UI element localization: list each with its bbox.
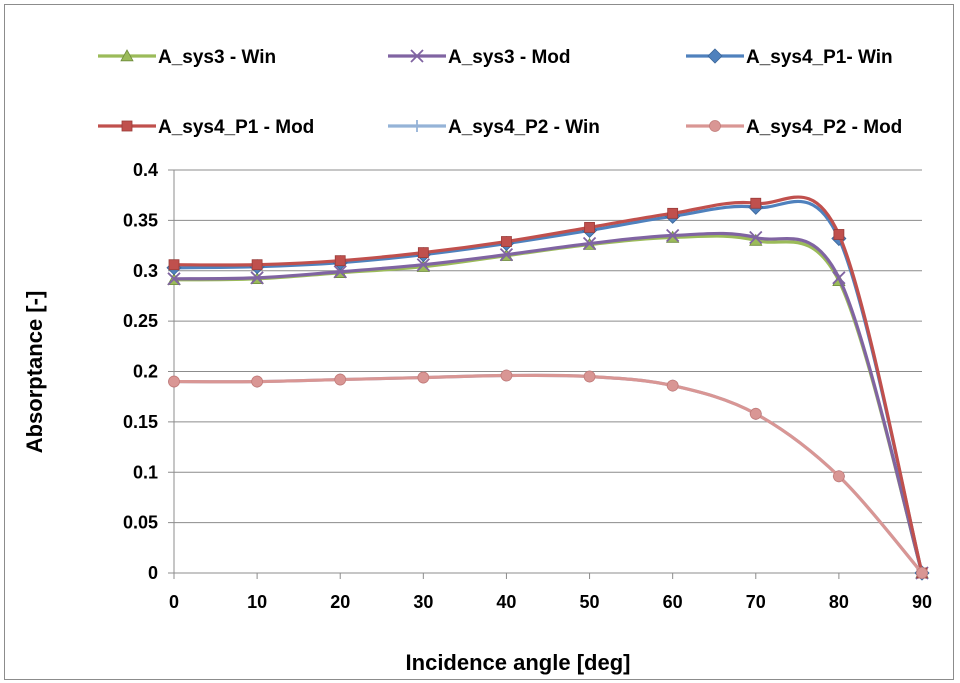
y-tick-label: 0.1 — [133, 462, 158, 482]
legend-item: A_sys4_P2 - Mod — [686, 117, 902, 138]
x-tick-label: 10 — [247, 592, 267, 612]
series-5 — [168, 369, 928, 579]
data-point — [499, 247, 514, 262]
x-tick-label: 60 — [663, 592, 683, 612]
legend-marker — [709, 120, 721, 132]
legend-marker — [411, 120, 423, 132]
legend-label: A_sys4_P2 - Win — [448, 117, 600, 138]
legend-label: A_sys4_P1 - Mod — [158, 117, 314, 138]
y-tick-label: 0.05 — [123, 513, 158, 533]
x-tick-label: 90 — [912, 592, 932, 612]
y-tick-label: 0.4 — [133, 160, 158, 180]
y-tick-label: 0.3 — [133, 261, 158, 281]
series-line — [173, 231, 924, 574]
y-axis-title: Absorptance [-] — [22, 291, 47, 454]
y-tick-label: 0.25 — [123, 311, 158, 331]
legend-label: A_sys3 - Mod — [448, 47, 570, 68]
legend-marker — [120, 49, 134, 62]
legend-item: A_sys4_P2 - Win — [388, 117, 600, 138]
x-tick-labels: 0 10 20 30 40 50 60 70 80 90 — [169, 592, 932, 612]
data-point — [583, 370, 596, 383]
data-point — [168, 375, 180, 388]
data-point — [832, 271, 846, 285]
series-layer — [166, 195, 930, 581]
legend-marker — [410, 49, 424, 63]
data-point — [749, 230, 763, 245]
data-point — [833, 229, 845, 240]
series-4 — [168, 195, 928, 579]
series-1 — [167, 230, 929, 579]
legend-label: A_sys4_P2 - Mod — [746, 117, 902, 138]
data-point — [168, 259, 180, 271]
data-point — [666, 379, 679, 392]
x-tick-label: 0 — [169, 592, 179, 612]
data-point — [416, 258, 430, 272]
data-point — [167, 272, 181, 286]
x-tick-label: 70 — [746, 592, 766, 612]
y-tick-label: 0 — [148, 563, 158, 583]
legend-item: A_sys3 - Win — [98, 47, 276, 68]
data-point — [251, 259, 263, 271]
x-tick-label: 80 — [829, 592, 849, 612]
data-point — [501, 236, 512, 247]
y-tick-label: 0.2 — [133, 362, 158, 382]
axes — [168, 169, 923, 579]
y-tick-label: 0.15 — [123, 412, 158, 432]
data-point — [667, 207, 679, 219]
data-point — [417, 247, 429, 259]
chart-frame — [4, 4, 954, 680]
data-point — [417, 371, 430, 384]
legend-marker — [121, 120, 133, 132]
gridlines — [174, 169, 922, 524]
legend-label: A_sys4_P1- Win — [746, 47, 893, 68]
y-tick-label: 0.35 — [123, 210, 158, 230]
legend: A_sys3 - Win A_sys3 - Mod A_sys4_P1- Win A_… — [98, 47, 902, 138]
data-point — [500, 369, 513, 382]
data-point — [750, 197, 762, 209]
series-line — [173, 195, 924, 574]
series-line — [173, 199, 924, 574]
x-axis-title: Incidence angle [deg] — [406, 650, 631, 675]
series-6 — [168, 369, 928, 579]
legend-item: A_sys4_P1 - Mod — [98, 117, 314, 138]
series-2 — [167, 228, 929, 580]
data-point — [749, 407, 762, 420]
data-point — [333, 265, 347, 279]
data-point — [334, 373, 347, 386]
data-point — [582, 236, 597, 251]
data-point — [584, 222, 595, 233]
x-tick-label: 50 — [580, 592, 600, 612]
x-tick-label: 40 — [496, 592, 516, 612]
y-tick-labels: 0 0.05 0.1 0.15 0.2 0.25 0.3 0.35 0.4 — [123, 160, 158, 583]
x-tick-label: 30 — [413, 592, 433, 612]
series-line — [173, 373, 924, 575]
data-point — [916, 567, 928, 579]
data-point — [250, 271, 264, 285]
data-point — [666, 228, 680, 243]
legend-label: A_sys3 - Win — [158, 47, 276, 68]
series-line — [173, 373, 924, 575]
legend-item: A_sys3 - Mod — [388, 47, 570, 68]
x-tick-label: 20 — [330, 592, 350, 612]
legend-item: A_sys4_P1- Win — [686, 47, 893, 68]
data-point — [334, 255, 346, 267]
data-point — [251, 375, 264, 388]
data-point — [832, 470, 845, 483]
legend-marker — [707, 48, 723, 64]
